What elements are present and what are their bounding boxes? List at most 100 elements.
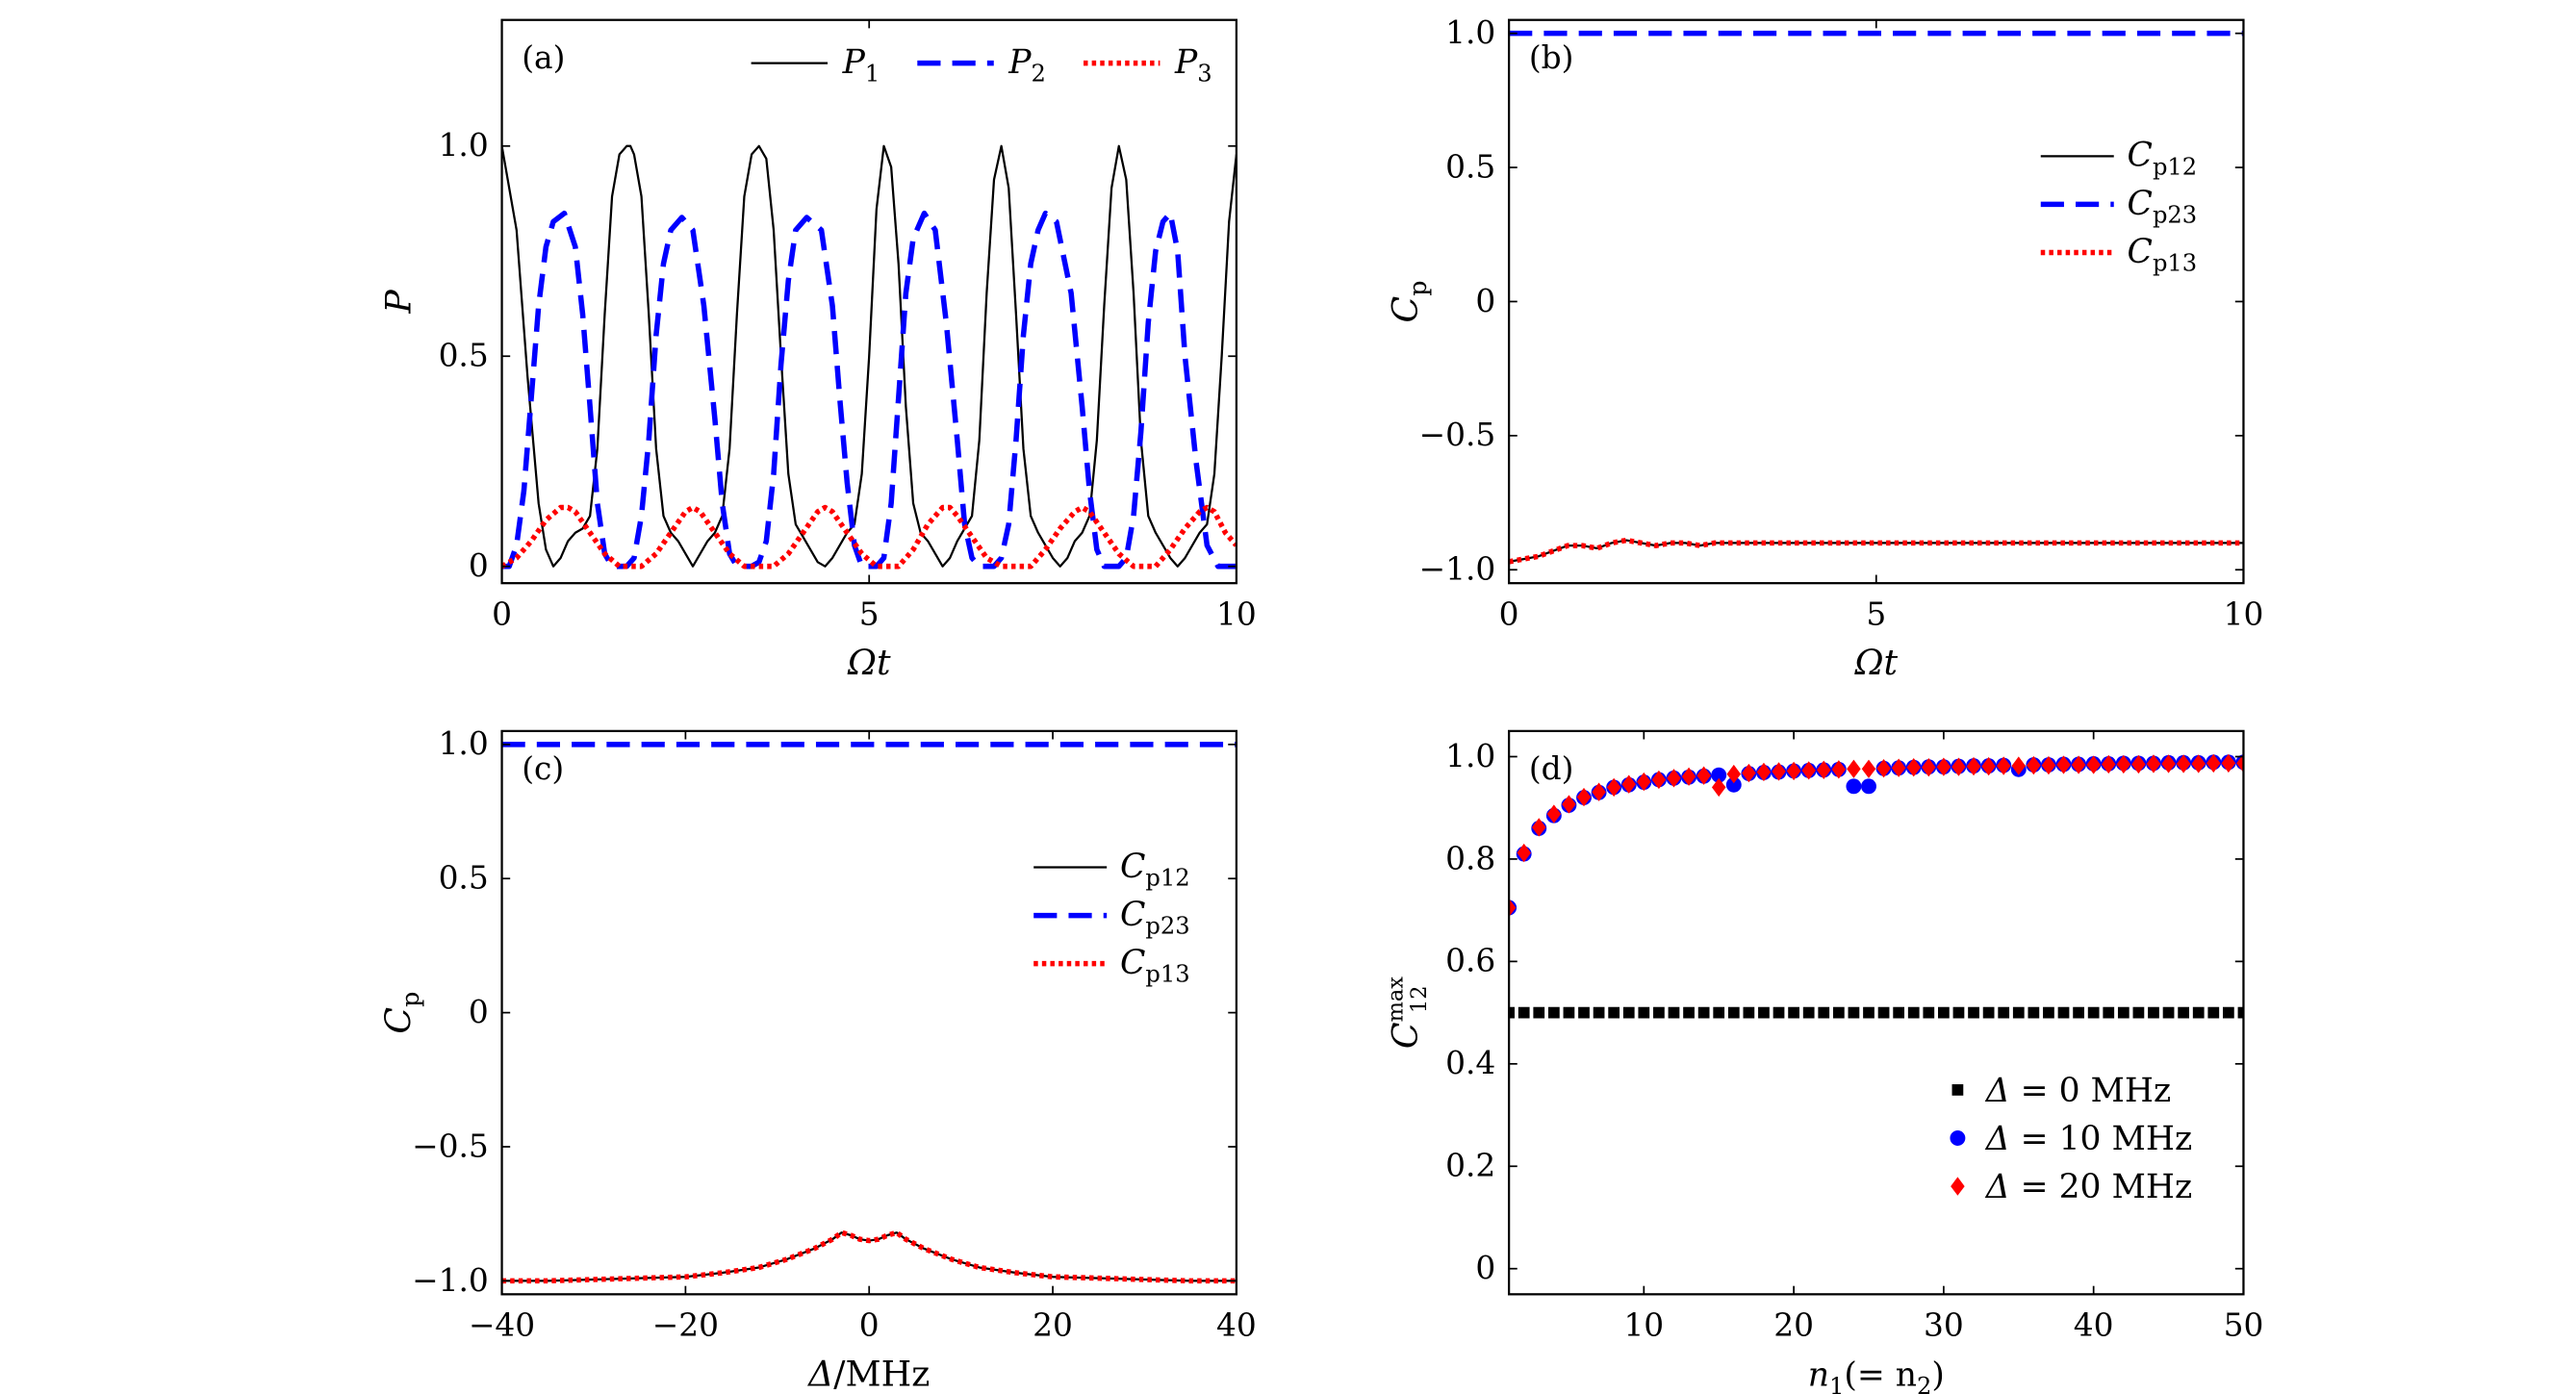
data-point	[1876, 759, 1891, 778]
y-axis-label: Cmax12	[1384, 976, 1432, 1049]
data-point	[2087, 1006, 2100, 1019]
panel-d: 10 20 30 40 50 0 0.2 0.4 0.6 0.8 1.0 (d) n1(= n2) Cma…	[1384, 729, 2263, 1394]
data-point	[1831, 760, 1847, 779]
data-point	[1711, 777, 1726, 798]
data-point	[1667, 769, 1681, 788]
x-tick-label: 0	[859, 1307, 880, 1344]
data-point	[2103, 1006, 2115, 1019]
x-tick-label: 5	[859, 596, 880, 632]
legend: P1 P2 P3	[751, 43, 1212, 88]
y-tick-label: 0.5	[439, 860, 489, 897]
data-point	[1966, 756, 1981, 776]
data-point	[1713, 1006, 1725, 1019]
data-point	[1818, 1006, 1830, 1019]
data-point	[2116, 754, 2131, 774]
data-point	[2223, 1006, 2234, 1019]
data-point	[2178, 1006, 2190, 1019]
data-point	[1517, 843, 1531, 863]
legend-entry-label: P1	[842, 43, 880, 88]
data-point	[1696, 766, 1711, 785]
data-point	[1509, 898, 1517, 918]
data-point	[1923, 1006, 1935, 1019]
x-tick-label: 20	[1773, 1307, 1814, 1344]
data-point	[1622, 1006, 1635, 1019]
legend-entry-label: Cp13	[1120, 944, 1190, 988]
series-group	[501, 144, 1237, 570]
series-group	[1509, 753, 2244, 1019]
data-point	[2117, 1006, 2130, 1019]
panel-label: (c)	[522, 750, 564, 787]
data-point	[1509, 1006, 1515, 1019]
series-line-p13	[501, 1229, 1237, 1284]
series-group	[501, 742, 1237, 1284]
data-point	[2071, 755, 2086, 774]
y-tick-label: 1.0	[1445, 14, 1495, 51]
x-axis-label: Δ/MHz	[806, 1353, 930, 1394]
legend-entry-label: Δ = 20 MHz	[1984, 1168, 2192, 1206]
data-point	[1533, 1006, 1545, 1019]
data-point	[1606, 777, 1621, 798]
data-point	[2146, 754, 2161, 773]
y-tick-label: −0.5	[412, 1128, 489, 1164]
series-group	[1509, 30, 2244, 565]
data-point	[2191, 754, 2206, 773]
data-point	[1832, 1006, 1845, 1019]
data-point	[1651, 770, 1667, 790]
data-point	[2041, 755, 2056, 775]
data-point	[1772, 762, 1786, 781]
x-tick-label: 10	[1216, 596, 1257, 632]
y-tick-label: −0.5	[1419, 417, 1496, 453]
x-tick-label: 10	[2224, 596, 2264, 632]
data-point	[1998, 1006, 2010, 1019]
plot-frame	[1507, 729, 2245, 1296]
legend-swatch	[1950, 1130, 1966, 1146]
data-point	[1981, 756, 1996, 776]
data-point	[1817, 760, 1831, 780]
data-point	[1861, 759, 1876, 778]
data-point	[2132, 1006, 2145, 1019]
data-point	[1893, 1006, 1905, 1019]
legend-swatch	[1951, 1084, 1964, 1096]
data-point	[2073, 1006, 2084, 1019]
data-point	[1877, 1006, 1890, 1019]
data-point	[1562, 795, 1576, 814]
data-point	[2192, 1006, 2205, 1019]
y-tick-label: 0	[1475, 283, 1495, 319]
data-point	[1518, 1006, 1530, 1019]
data-point	[1742, 763, 1756, 783]
legend: Δ = 0 MHz Δ = 10 MHz Δ = 20 MHz	[1950, 1072, 2192, 1206]
y-tick-label: 0	[469, 547, 489, 584]
panel-label: (d)	[1529, 750, 1574, 787]
data-point	[2012, 1006, 2025, 1019]
data-point	[1608, 1006, 1620, 1019]
data-point	[2011, 756, 2027, 775]
legend-entry-label: Δ = 10 MHz	[1984, 1120, 2192, 1158]
data-point	[1726, 764, 1742, 784]
data-point	[1801, 761, 1816, 780]
data-point	[1638, 1006, 1650, 1019]
legend-entry-label: Cp23	[2128, 185, 2198, 229]
x-tick-label: 40	[1216, 1307, 1257, 1344]
y-axis-label: P	[378, 290, 420, 315]
y-tick-label: 1.0	[1445, 738, 1495, 774]
data-point	[1756, 762, 1772, 782]
data-point	[1982, 1006, 1995, 1019]
x-tick-label: −40	[469, 1307, 535, 1344]
data-point	[2101, 754, 2116, 774]
data-point	[2057, 1006, 2070, 1019]
data-point	[1637, 772, 1651, 792]
data-point	[1773, 1006, 1785, 1019]
data-point	[1683, 1006, 1695, 1019]
x-tick-label: 40	[2074, 1307, 2114, 1344]
legend-entry-label: Cp13	[2128, 233, 2198, 277]
legend-entry-label: Cp12	[2128, 137, 2198, 181]
data-point	[1861, 778, 1876, 795]
y-tick-label: 0.5	[439, 338, 489, 374]
data-point	[1802, 1006, 1815, 1019]
panel-label: (a)	[522, 39, 565, 76]
x-tick-label: 30	[1924, 1307, 1964, 1344]
data-point	[2221, 753, 2236, 773]
data-point	[1593, 1006, 1605, 1019]
data-point	[1546, 804, 1562, 824]
